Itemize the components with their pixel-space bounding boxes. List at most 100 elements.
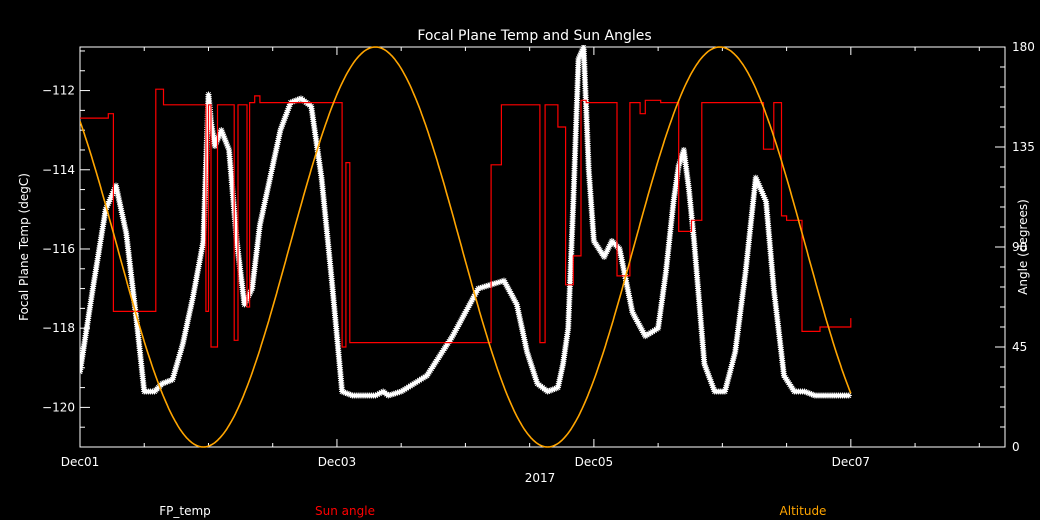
fp-temp-point [705,372,712,379]
fp-temp-point [639,327,646,334]
fp-temp-point [508,292,515,299]
fp-temp-point [760,192,767,199]
fp-temp-point [464,304,471,311]
fp-temp-point [294,96,301,103]
fp-temp-point [169,376,176,383]
fp-temp-point [753,176,760,183]
fp-temp-point [179,343,186,350]
fp-temp-point [282,113,289,120]
fp-temp-point [243,297,250,304]
fp-temp-point [289,98,296,105]
fp-temp-point [805,389,812,396]
fp-temp-point [466,302,473,309]
fp-temp-point [284,107,291,114]
fp-temp-point [707,378,714,385]
y-right-tick-label: 90 [1012,240,1027,254]
y-left-tick-label: −112 [42,84,75,98]
fp-temp-point [471,293,478,300]
fp-temp-point [726,369,733,376]
fp-temp-point [678,154,685,161]
fp-temp-point [162,379,169,386]
fp-temp-point [483,283,490,290]
fp-temp-point [222,139,229,146]
fp-temp-point [578,49,585,56]
fp-temp-point [602,252,609,259]
fp-temp-point [702,362,709,369]
fp-temp-point [473,289,480,296]
y-right-tick-label: 135 [1012,140,1035,154]
fp-temp-point [455,321,462,328]
fp-temp-point [242,299,249,306]
fp-temp-point [707,376,714,383]
fp-temp-point [723,384,730,391]
fp-temp-point [676,158,683,165]
fp-temp-point [505,286,512,293]
fp-temp-point [278,123,285,130]
fp-temp-point [527,360,534,367]
fp-temp-point [463,306,470,313]
fp-temp-point [576,53,583,60]
y-left-tick-label: −116 [42,242,75,256]
fp-temp-point [756,182,763,189]
fp-temp-point [502,281,509,288]
fp-temp-point [279,121,286,128]
fp-temp-point [551,385,558,392]
y-left-tick-label: −120 [42,400,75,414]
fp-temp-point [222,137,229,144]
fp-temp-point [725,376,732,383]
fp-temp-point [485,282,492,289]
fp-temp-point [500,277,507,284]
fp-temp-point [810,391,817,398]
fp-temp-point [529,364,536,371]
fp-temp-point [104,202,111,209]
fp-temp-point [701,360,708,367]
fp-temp-point [757,184,764,191]
fp-temp-point [631,313,638,320]
fp-temp-point [526,356,533,363]
fp-temp-point [575,55,582,62]
y-left-axis-label: Focal Plane Temp (degC) [17,173,31,321]
fp-temp-point [730,357,737,364]
fp-temp-point [285,105,292,112]
fp-temp-point [462,308,469,315]
fp-temp-point [526,354,533,361]
fp-temp-point [531,370,538,377]
fp-temp-point [629,309,636,316]
fp-temp-point [731,351,738,358]
fp-temp-point [389,391,396,398]
fp-temp-point [105,200,112,207]
fp-temp-point [106,196,113,203]
fp-temp-point [532,374,539,381]
fp-temp-point [506,288,513,295]
fp-temp-point [806,390,813,397]
fp-temp-point [731,353,738,360]
fp-temp-point [577,51,584,58]
fp-temp-point [247,289,254,296]
fp-temp-point [710,386,717,393]
fp-temp-point [241,301,248,308]
fp-temp-point [481,283,488,290]
fp-temp-point [487,281,494,288]
fp-temp-point [102,206,109,213]
fp-temp-point [634,318,641,325]
fp-temp-point [456,319,463,326]
fp-temp-point [385,392,392,399]
fp-temp-point [528,362,535,369]
fp-temp-point [460,312,467,319]
y-left-tick-label: −114 [42,163,75,177]
fp-temp-point [509,294,516,301]
fp-temp-point [755,180,762,187]
y-right-tick-label: 45 [1012,340,1027,354]
fp-temp-point [378,389,385,396]
fp-temp-point [705,370,712,377]
fp-temp-point [220,133,227,140]
fp-temp-point [706,374,713,381]
fp-temp-point [245,292,252,299]
fp-temp-point [159,380,166,387]
x-tick-label: Dec01 [61,455,100,469]
fp-temp-point [761,194,768,201]
fp-temp-point [702,364,709,371]
fp-temp-point [292,97,299,104]
fp-temp-point [531,372,538,379]
